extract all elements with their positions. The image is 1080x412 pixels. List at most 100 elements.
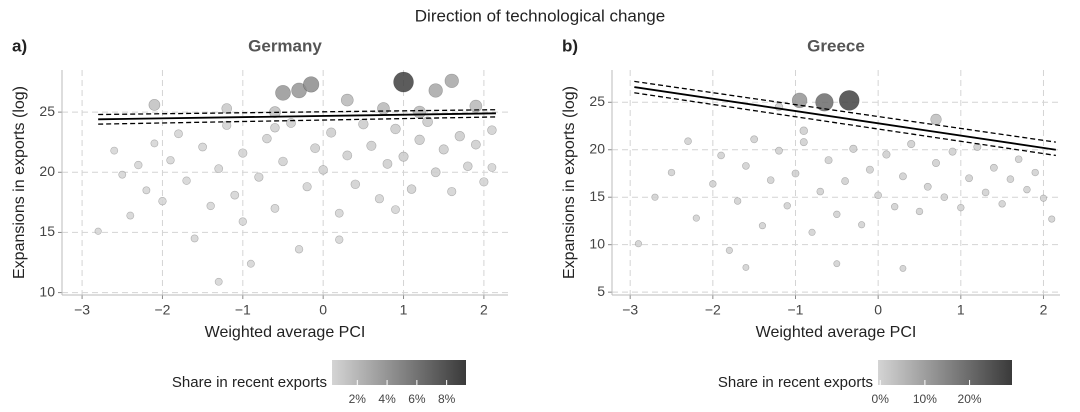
x-tick-label: 1 [957,302,965,318]
fit-lower [634,92,1056,157]
point [998,200,1006,208]
colorbar-title: Share in recent exports [718,374,873,391]
panel-title: Germany [248,36,322,55]
point [413,105,426,119]
point [110,146,119,155]
point [1039,194,1048,202]
point [717,151,725,160]
point [932,159,941,168]
colorbar [332,360,466,385]
point [725,246,733,254]
point [190,234,199,243]
point [393,71,414,93]
point [318,165,328,175]
point [865,165,874,174]
point [238,148,248,158]
point [94,227,102,235]
point [214,277,223,286]
y-tick-label: 15 [589,188,605,204]
fit-line [634,86,1056,151]
point [238,217,247,226]
point [858,221,866,229]
point [948,147,957,156]
point [302,182,312,192]
point [463,161,473,171]
point [286,118,296,128]
point [118,170,127,179]
point [930,113,942,126]
point [275,85,291,101]
point [766,176,775,184]
point [444,73,459,88]
point [447,186,457,197]
point [335,235,344,244]
point [470,139,481,150]
point [374,194,384,204]
point [783,202,791,210]
point [270,123,280,133]
x-tick-label: 0 [874,302,882,318]
x-tick-label: −3 [622,302,638,318]
point [890,203,899,211]
y-tick-label: 25 [39,103,55,119]
point [882,150,891,159]
y-axis-label: Expansions in exports (log) [561,86,578,279]
point [742,162,750,170]
point [981,188,990,197]
x-tick-label: −2 [705,302,721,318]
point [815,93,834,112]
colorbar-tick-label: 8% [438,392,456,406]
point [358,118,369,130]
point [742,264,750,271]
point [733,197,742,205]
point [775,146,783,155]
point [262,133,272,144]
colorbar-title: Share in recent exports [172,374,327,391]
point [382,158,393,169]
point [940,193,949,202]
point [833,260,841,268]
point [126,211,135,220]
point [709,180,717,188]
point [1031,168,1039,177]
point [874,191,882,200]
point [824,156,833,165]
point [334,208,344,218]
point [799,138,808,147]
x-tick-label: 2 [1040,302,1048,318]
x-tick-label: 1 [400,302,408,318]
y-tick-label: 10 [589,235,605,251]
colorbar-tick-label: 4% [378,392,396,406]
point [899,172,907,181]
point [254,172,264,182]
point [342,150,353,161]
point [692,214,700,222]
point [899,264,907,272]
fit-line [98,112,496,121]
point [326,127,337,138]
point [148,99,161,111]
y-tick-label: 10 [39,283,55,299]
point [214,164,224,174]
point [1048,215,1056,223]
x-tick-label: −1 [788,302,804,318]
x-tick-label: 2 [480,302,488,318]
point [310,143,321,154]
y-axis-label: Expansions in exports (log) [11,86,28,279]
point [487,163,497,172]
point [833,210,841,219]
panel-label: b) [562,36,578,55]
point [808,228,816,236]
point [428,83,443,98]
point [142,186,151,195]
point [438,144,449,155]
point [340,93,354,107]
point [758,222,767,230]
y-tick-label: 5 [597,283,605,299]
point [1014,155,1023,164]
point [246,259,255,268]
point [398,151,409,162]
point [174,129,183,139]
point [634,240,643,248]
